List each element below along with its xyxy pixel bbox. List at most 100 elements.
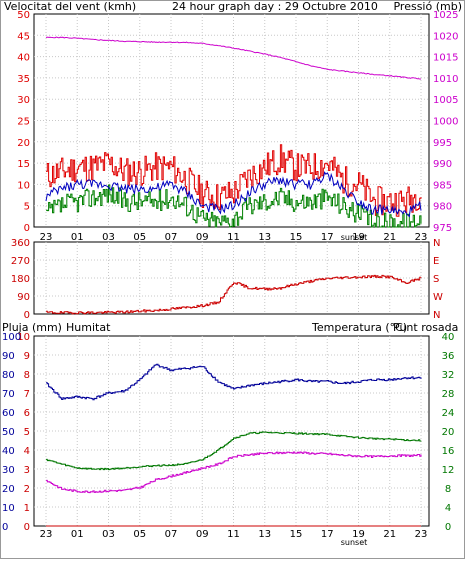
wind-tick-label: 10	[17, 180, 30, 191]
hour-tick-label: 13	[258, 232, 271, 243]
wind-tick-label: 0	[24, 223, 30, 234]
wind-tick-label: 40	[17, 53, 30, 64]
hour-tick-label: 23	[40, 232, 53, 243]
pressure-tick-label: 980	[433, 202, 452, 213]
rain-tick-label: 8	[24, 370, 30, 381]
hour-tick-label: 23	[415, 232, 428, 243]
rain-tick-label: 6	[24, 408, 30, 419]
wind-tick-label: 45	[17, 31, 30, 42]
humidity-tick-label: 0	[2, 522, 8, 533]
compass-tick-label: N	[433, 238, 440, 249]
hour-tick-label: 05	[133, 529, 146, 540]
humidity-axis-label: Humitat	[66, 321, 111, 334]
pressure-tick-label: 1020	[433, 31, 458, 42]
temperature-tick-label: 4	[445, 503, 451, 514]
wind-min-line	[46, 184, 422, 228]
temperature-tick-label: 16	[442, 446, 455, 457]
hour-tick-label: 15	[290, 529, 303, 540]
compass-tick-label: N	[433, 310, 440, 321]
wind-gust-line	[46, 144, 422, 217]
rain-tick-label: 9	[24, 351, 30, 362]
hour-tick-label: 23	[415, 529, 428, 540]
temperature-tick-label: 28	[442, 389, 455, 400]
pressure-tick-label: 1015	[433, 53, 458, 64]
chart-title: 24 hour graph day : 29 Octubre 2010	[172, 0, 378, 13]
hour-tick-label: 21	[383, 529, 396, 540]
hour-tick-label: 01	[71, 529, 84, 540]
rain-tick-label: 1	[24, 503, 30, 514]
wind-tick-label: 15	[17, 159, 30, 170]
compass-tick-label: S	[433, 274, 439, 285]
hour-tick-label: 17	[321, 232, 334, 243]
humidity-tick-label: 70	[2, 389, 15, 400]
sunset-marker-1: sunset	[341, 233, 368, 242]
hour-tick-label: 17	[321, 529, 334, 540]
tick-labels: 0510152025303540455097598098599099510001…	[2, 10, 458, 540]
pressure-tick-label: 995	[433, 138, 452, 149]
pressure-axis-label: Pressió (mb)	[393, 0, 462, 13]
hour-tick-label: 09	[196, 529, 209, 540]
hour-tick-label: 19	[352, 529, 365, 540]
compass-tick-label: W	[433, 292, 443, 303]
hour-tick-label: 19	[352, 232, 365, 243]
hour-tick-label: 21	[383, 232, 396, 243]
pressure-tick-label: 990	[433, 159, 452, 170]
humidity-tick-label: 60	[2, 408, 15, 419]
hour-tick-label: 13	[258, 529, 271, 540]
direction-tick-label: 270	[11, 256, 30, 267]
direction-tick-label: 0	[24, 310, 30, 321]
humidity-tick-label: 20	[2, 484, 15, 495]
humidity-tick-label: 50	[2, 427, 15, 438]
direction-tick-label: 90	[17, 292, 30, 303]
humidity-tick-label: 40	[2, 446, 15, 457]
direction-tick-label: 360	[11, 238, 30, 249]
pressure-tick-label: 1005	[433, 95, 458, 106]
temperature-tick-label: 8	[445, 484, 451, 495]
temperature-axis-label: Temperatura (°C)	[311, 321, 407, 334]
humidity-tick-label: 80	[2, 370, 15, 381]
rain-tick-label: 4	[24, 446, 30, 457]
pressure-tick-label: 1010	[433, 74, 458, 85]
wind-direction-plot	[33, 241, 430, 315]
wind-tick-label: 30	[17, 95, 30, 106]
hour-tick-label: 03	[102, 529, 115, 540]
dewpoint-line	[46, 451, 422, 494]
wind-tick-label: 50	[17, 10, 30, 21]
pressure-line	[45, 36, 421, 80]
pressure-tick-label: 1000	[433, 117, 458, 128]
hour-tick-label: 03	[102, 232, 115, 243]
temperature-tick-label: 36	[442, 351, 455, 362]
rain-tick-label: 10	[17, 332, 30, 343]
rain-tick-label: 7	[24, 389, 30, 400]
hour-tick-label: 07	[165, 232, 178, 243]
temperature-tick-label: 40	[442, 332, 455, 343]
rain-humidity-temp-plot	[33, 335, 430, 527]
wind-tick-label: 25	[17, 117, 30, 128]
temperature-line	[46, 431, 422, 471]
pressure-tick-label: 1025	[433, 10, 458, 21]
hour-tick-label: 23	[40, 529, 53, 540]
temperature-tick-label: 0	[445, 522, 451, 533]
compass-tick-label: E	[433, 256, 439, 267]
hour-tick-label: 07	[165, 529, 178, 540]
hour-tick-label: 15	[290, 232, 303, 243]
rain-tick-label: 5	[24, 427, 30, 438]
dewpoint-axis-label: Punt rosada	[393, 321, 458, 334]
rain-tick-label: 2	[24, 484, 30, 495]
direction-tick-label: 180	[11, 274, 30, 285]
hour-tick-label: 11	[227, 232, 240, 243]
rain-axis-label: Pluja (mm)	[2, 321, 62, 334]
rain-tick-label: 0	[24, 522, 30, 533]
wind-tick-label: 5	[24, 202, 30, 213]
wind-tick-label: 20	[17, 138, 30, 149]
hour-tick-label: 01	[71, 232, 84, 243]
temperature-tick-label: 20	[442, 427, 455, 438]
temperature-tick-label: 12	[442, 465, 455, 476]
wind-avg-line	[45, 171, 422, 218]
hour-tick-label: 05	[133, 232, 146, 243]
pressure-tick-label: 985	[433, 180, 452, 191]
humidity-tick-label: 100	[2, 332, 21, 343]
wind-direction-line	[46, 274, 422, 315]
humidity-tick-label: 30	[2, 465, 15, 476]
